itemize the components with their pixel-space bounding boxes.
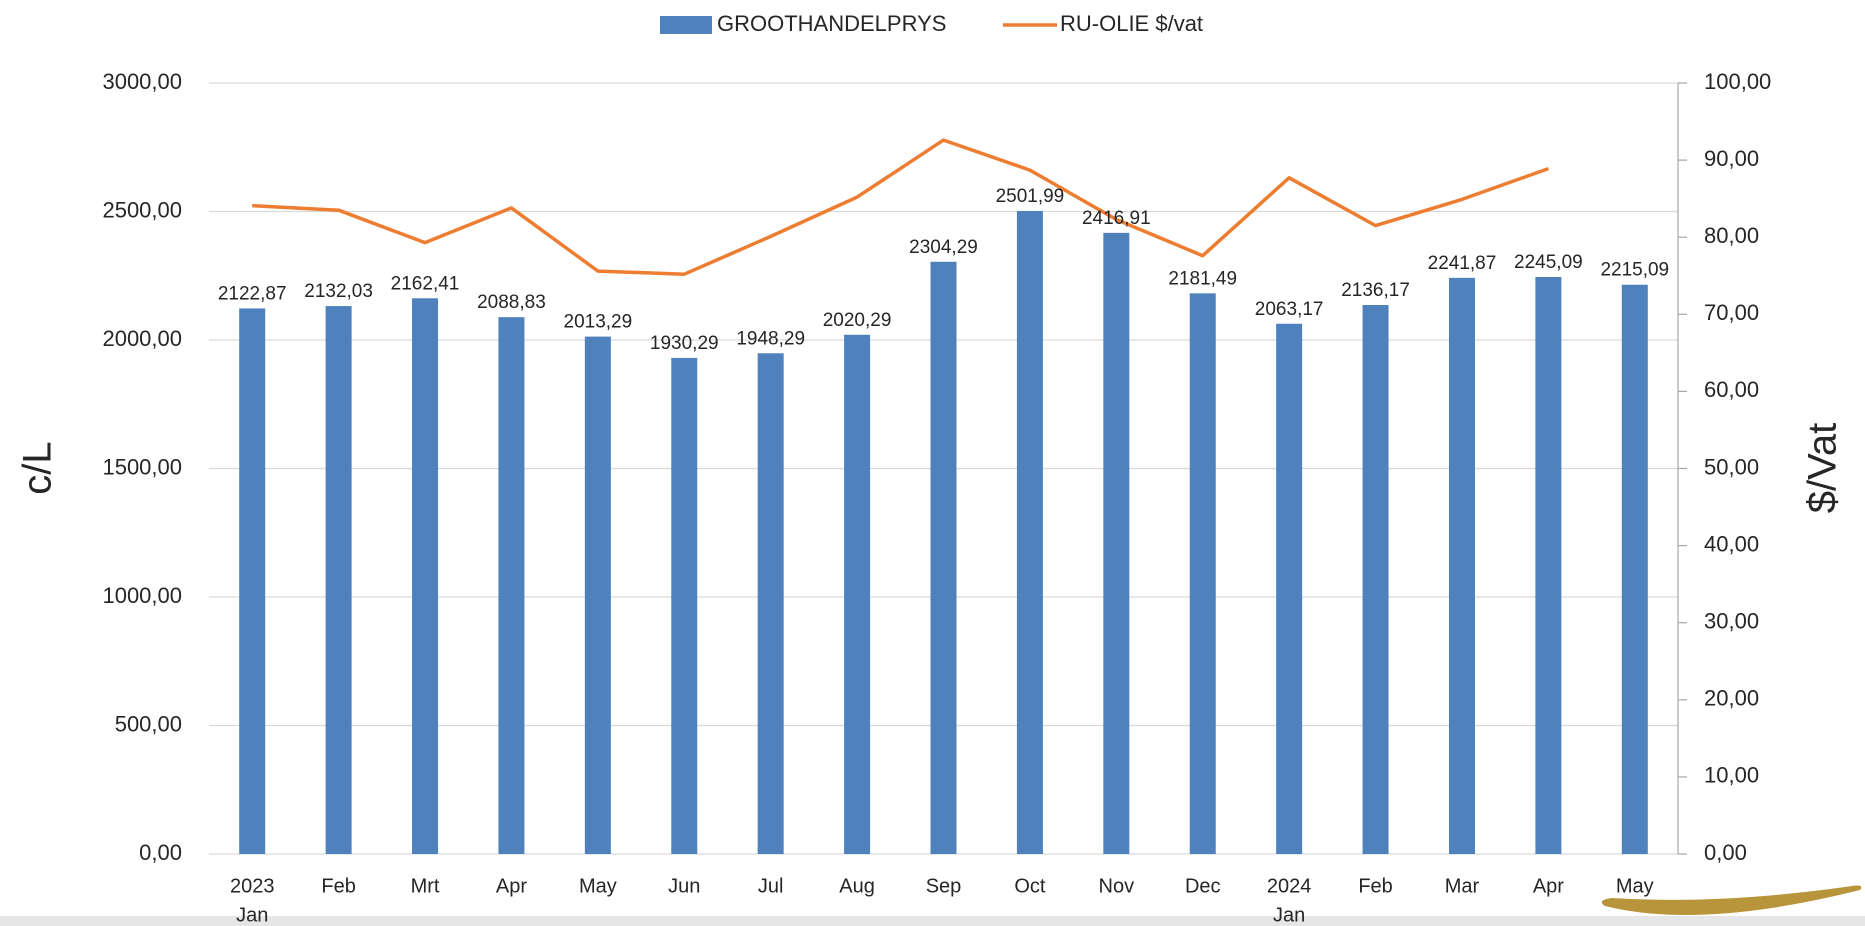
y2-tick-label: 100,00 bbox=[1704, 69, 1771, 94]
data-label: 2020,29 bbox=[823, 310, 892, 331]
y2-tick-label: 70,00 bbox=[1704, 300, 1759, 325]
legend-label: RU-OLIE $/vat bbox=[1060, 11, 1203, 36]
line-series bbox=[252, 138, 1549, 276]
bottom-band bbox=[0, 916, 1865, 926]
bar bbox=[239, 308, 266, 854]
x-tick-label: Oct bbox=[1014, 875, 1046, 897]
bar bbox=[757, 353, 784, 854]
bar bbox=[1362, 305, 1389, 855]
x-tick-label: Jul bbox=[758, 875, 784, 897]
data-label: 2501,99 bbox=[996, 186, 1065, 207]
bar bbox=[584, 336, 611, 854]
x-tick-label: Nov bbox=[1099, 875, 1135, 897]
data-label: 2132,03 bbox=[304, 281, 373, 302]
x-tick-label: Apr bbox=[496, 875, 527, 897]
data-label: 2122,87 bbox=[218, 283, 287, 304]
data-label: 1948,29 bbox=[736, 328, 805, 349]
y2-tick-label: 90,00 bbox=[1704, 146, 1759, 171]
lines bbox=[252, 138, 1549, 276]
data-label: 1930,29 bbox=[650, 333, 719, 354]
data-label: 2181,49 bbox=[1168, 268, 1237, 289]
x-tick-label: Jun bbox=[668, 875, 700, 897]
bar bbox=[1016, 210, 1043, 854]
y2-tick-label: 40,00 bbox=[1704, 531, 1759, 556]
bar bbox=[325, 306, 352, 854]
x-tick-label: Apr bbox=[1533, 875, 1564, 897]
x-tick-label: 2023 bbox=[230, 875, 275, 897]
x-tick-label: Dec bbox=[1185, 875, 1221, 897]
y-tick-label: 2000,00 bbox=[102, 326, 182, 351]
bar bbox=[844, 334, 871, 854]
data-label: 2136,17 bbox=[1341, 280, 1410, 301]
y2-tick-label: 0,00 bbox=[1704, 840, 1747, 865]
y2-tick-label: 10,00 bbox=[1704, 763, 1759, 788]
data-label: 2088,83 bbox=[477, 292, 546, 313]
bar bbox=[412, 298, 439, 854]
bars bbox=[239, 210, 1648, 855]
x-tick-label: Feb bbox=[1358, 875, 1392, 897]
y2-tick-label: 80,00 bbox=[1704, 223, 1759, 248]
data-label: 2245,09 bbox=[1514, 252, 1583, 273]
data-label: 2162,41 bbox=[391, 273, 460, 294]
y2-tick-label: 30,00 bbox=[1704, 609, 1759, 634]
x-tick-label: May bbox=[1616, 875, 1654, 897]
y2-axis-title: $/Vat bbox=[1801, 423, 1845, 513]
y-tick-label: 1000,00 bbox=[102, 583, 182, 608]
x-tick-label: Feb bbox=[321, 875, 355, 897]
y2-tick-label: 20,00 bbox=[1704, 686, 1759, 711]
bar bbox=[1535, 277, 1562, 855]
legend-swatch bbox=[660, 16, 712, 34]
x-tick-label: Mar bbox=[1445, 875, 1480, 897]
data-label: 2215,09 bbox=[1600, 260, 1669, 281]
data-label: 2013,29 bbox=[564, 312, 633, 333]
data-label: 2416,91 bbox=[1082, 208, 1151, 229]
x-tick-label: Jan bbox=[236, 904, 268, 926]
bar bbox=[1189, 293, 1216, 854]
bar bbox=[671, 357, 698, 854]
labels: 0,00 500,00 1000,00 1500,00 2000,00 2500,00 30… bbox=[102, 11, 1771, 926]
bar bbox=[1276, 323, 1303, 854]
x-tick-label: 2024 bbox=[1267, 875, 1312, 897]
y-tick-label: 3000,00 bbox=[102, 69, 182, 94]
bar bbox=[498, 317, 525, 855]
y-tick-label: 500,00 bbox=[115, 711, 182, 736]
y2-tick-label: 60,00 bbox=[1704, 377, 1759, 402]
x-tick-label: Jan bbox=[1273, 904, 1305, 926]
y2-tick-label: 50,00 bbox=[1704, 454, 1759, 479]
y-tick-label: 2500,00 bbox=[102, 197, 182, 222]
bar bbox=[1448, 277, 1475, 854]
x-tick-label: Mrt bbox=[411, 875, 440, 897]
data-label: 2063,17 bbox=[1255, 299, 1324, 320]
data-label: 2304,29 bbox=[909, 237, 978, 258]
decorative-swoosh bbox=[1601, 885, 1862, 915]
data-label: 2241,87 bbox=[1428, 253, 1497, 274]
bar bbox=[1103, 232, 1130, 854]
y-axis-title: c/L bbox=[16, 441, 60, 494]
bar bbox=[1621, 284, 1648, 854]
y-tick-label: 0,00 bbox=[139, 840, 182, 865]
y-tick-label: 1500,00 bbox=[102, 454, 182, 479]
legend-label: GROOTHANDELPRYS bbox=[717, 11, 946, 36]
x-tick-label: May bbox=[579, 875, 617, 897]
bar bbox=[930, 261, 957, 854]
x-tick-label: Aug bbox=[839, 875, 875, 897]
x-tick-label: Sep bbox=[926, 875, 962, 897]
